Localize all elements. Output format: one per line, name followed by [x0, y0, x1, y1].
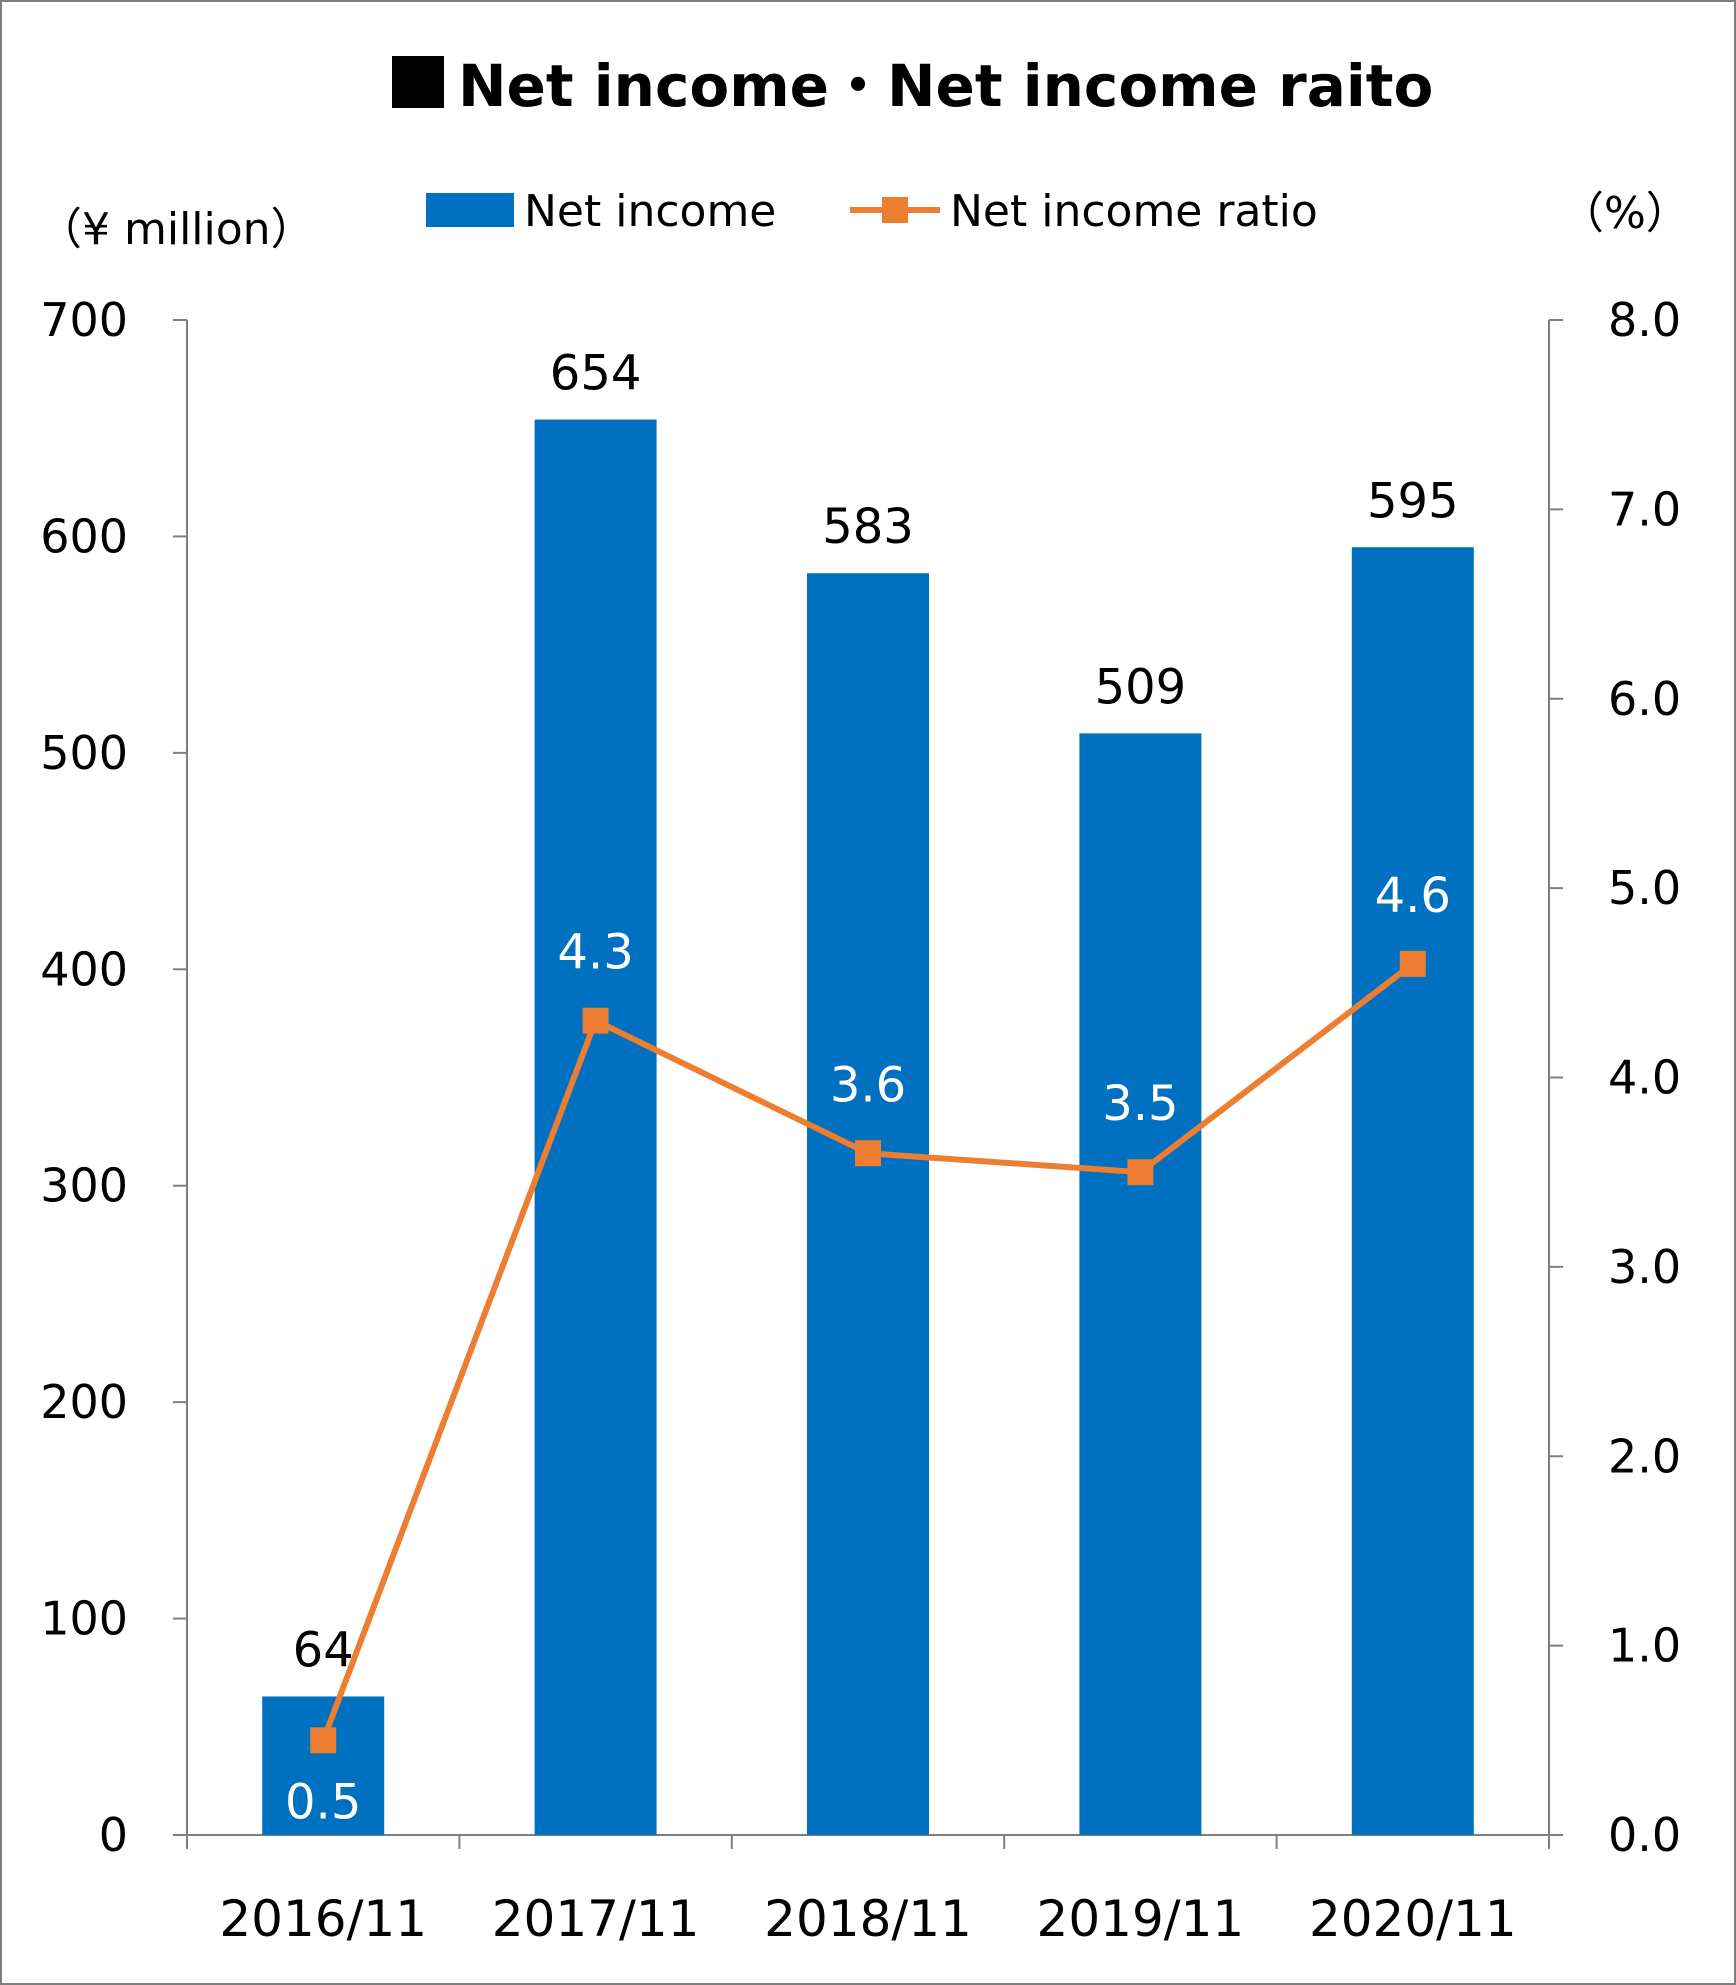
- right-tick-label: 3.0: [1608, 1240, 1681, 1294]
- ratio-label: 3.6: [830, 1057, 906, 1113]
- bar-label: 509: [1095, 659, 1187, 715]
- chart-title-group: Net income・Net income raito: [392, 52, 1433, 120]
- line-series-net-income-ratio: [310, 950, 1426, 1754]
- legend-label-net-income: Net income: [524, 186, 776, 237]
- left-axis-ticks: 0 100 200 300 400 500 600 700: [40, 293, 187, 1862]
- title-square-icon: [392, 56, 444, 108]
- ratio-marker: [1399, 950, 1426, 977]
- x-tick-label: 2019/11: [1037, 1890, 1245, 1948]
- left-axis-unit: （¥ million）: [38, 204, 315, 255]
- bar-label: 583: [822, 499, 914, 555]
- legend-swatch-net-income: [426, 193, 514, 227]
- legend-label-net-income-ratio: Net income ratio: [950, 186, 1318, 237]
- right-tick-label: 2.0: [1608, 1429, 1681, 1483]
- right-tick-label: 4.0: [1608, 1051, 1681, 1105]
- x-tick-label: 2017/11: [492, 1890, 700, 1948]
- ratio-label: 3.5: [1102, 1076, 1178, 1132]
- chart-title: Net income・Net income raito: [458, 52, 1433, 120]
- x-tick-label: 2018/11: [764, 1890, 972, 1948]
- right-tick-label: 8.0: [1608, 293, 1681, 347]
- bar: [262, 1696, 385, 1835]
- ratio-marker: [855, 1140, 881, 1167]
- left-tick-label: 400: [40, 942, 128, 996]
- x-tick-label: 2016/11: [219, 1890, 427, 1948]
- x-tick-label: 2020/11: [1309, 1890, 1517, 1948]
- right-tick-label: 0.0: [1608, 1808, 1681, 1862]
- left-tick-label: 500: [40, 726, 128, 780]
- bar-data-labels: 64 654 583 509 595: [293, 346, 1459, 1679]
- left-tick-label: 300: [40, 1159, 128, 1213]
- legend: Net income Net income ratio: [426, 186, 1318, 237]
- right-tick-label: 7.0: [1608, 482, 1681, 536]
- ratio-marker: [310, 1727, 337, 1754]
- bar-label: 595: [1367, 473, 1459, 529]
- ratio-label: 0.5: [285, 1774, 361, 1830]
- line-data-labels: 0.5 4.3 3.6 3.5 4.6: [285, 868, 1451, 1830]
- right-tick-label: 6.0: [1608, 672, 1681, 726]
- right-tick-label: 1.0: [1608, 1619, 1681, 1673]
- left-tick-label: 200: [40, 1375, 128, 1429]
- bar: [807, 573, 929, 1835]
- right-axis-unit: （%）: [1560, 188, 1690, 239]
- ratio-marker: [1127, 1159, 1154, 1186]
- bar-series-net-income: [262, 419, 1474, 1835]
- right-axis-ticks: 0.0 1.0 2.0 3.0 4.0 5.0 6.0 7.0 8.0: [1549, 293, 1681, 1862]
- ratio-label: 4.6: [1375, 868, 1451, 924]
- right-tick-label: 5.0: [1608, 861, 1681, 915]
- ratio-marker: [582, 1007, 609, 1034]
- x-axis-ticks: 2016/11 2017/11 2018/11 2019/11 2020/11: [186, 1835, 1550, 1948]
- bar-label: 654: [550, 346, 642, 402]
- left-tick-label: 100: [40, 1592, 128, 1646]
- left-tick-label: 0: [99, 1808, 128, 1862]
- bar-label: 64: [293, 1622, 354, 1678]
- bar: [1079, 733, 1202, 1835]
- legend-marker-net-income-ratio: [882, 197, 908, 223]
- ratio-label: 4.3: [557, 925, 633, 981]
- left-tick-label: 600: [40, 509, 128, 563]
- bar: [1351, 547, 1474, 1835]
- left-tick-label: 700: [40, 293, 128, 347]
